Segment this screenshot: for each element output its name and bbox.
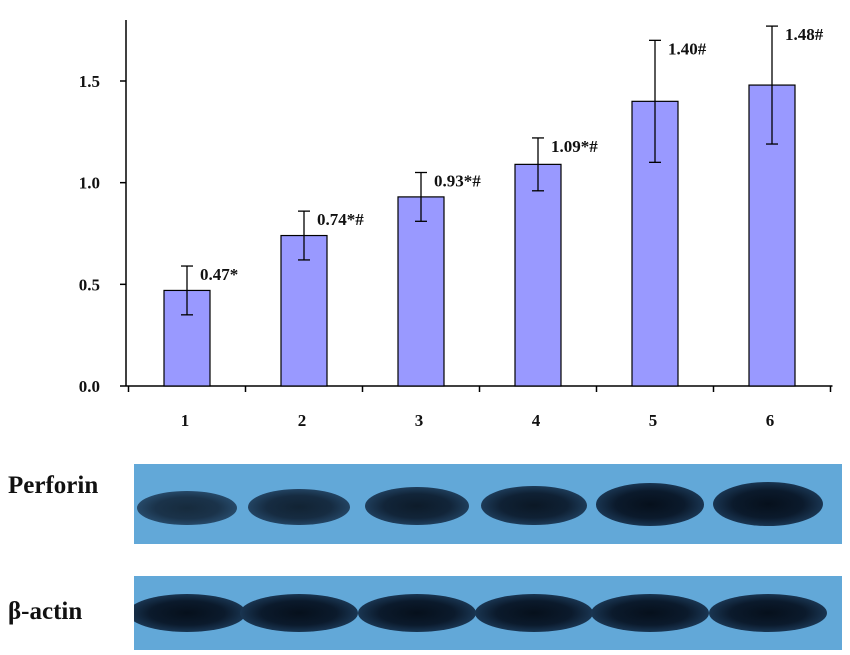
bar-chart: 0.0 0.5 1.0 1.5 0.47* 1 0.74*# 2 0.93*# 3 1.09*# 4… xyxy=(79,20,833,430)
x-tick-label: 4 xyxy=(532,411,541,430)
y-tick-label: 1.0 xyxy=(79,174,100,193)
x-tick-label: 3 xyxy=(415,411,424,430)
bar xyxy=(280,234,328,387)
y-tick-label: 0.0 xyxy=(79,377,100,396)
blot-band xyxy=(709,594,827,632)
blot-band xyxy=(365,486,469,526)
data-label: 0.93*# xyxy=(434,172,481,191)
blot-row-perforin: Perforin xyxy=(0,458,850,544)
blot-band xyxy=(240,594,358,632)
blot-label-beta-actin: β-actin xyxy=(8,598,83,625)
x-tick-label: 6 xyxy=(766,411,775,430)
blot-band xyxy=(713,482,823,526)
blot-strip-perforin xyxy=(134,464,842,544)
blot-strip-beta-actin xyxy=(134,576,842,650)
chart-labels: 0.47* 1 0.74*# 2 0.93*# 3 1.09*# 4 1.40# 5 1.48# 6 xyxy=(181,25,824,430)
blot-band xyxy=(358,594,476,632)
x-tick-label: 1 xyxy=(181,411,190,430)
data-label: 0.74*# xyxy=(317,210,364,229)
blot-label-perforin: Perforin xyxy=(8,472,99,499)
chart-bars xyxy=(163,25,796,387)
blot-band xyxy=(248,488,350,525)
data-label: 1.48# xyxy=(785,25,824,44)
y-tick-label: 1.5 xyxy=(79,72,100,91)
blot-band xyxy=(591,594,709,632)
blot-band xyxy=(595,482,705,526)
x-tick-label: 5 xyxy=(649,411,658,430)
blot-band xyxy=(137,490,237,525)
blot-band xyxy=(134,594,246,632)
y-tick-label: 0.5 xyxy=(79,275,100,294)
bar xyxy=(397,196,445,387)
x-tick-label: 2 xyxy=(298,411,307,430)
data-label: 0.47* xyxy=(200,265,238,284)
blot-row-beta-actin: β-actin xyxy=(0,570,850,650)
bar xyxy=(514,163,562,387)
data-label: 1.40# xyxy=(668,39,707,58)
blot-band xyxy=(475,594,593,632)
blot-band xyxy=(481,485,587,526)
data-label: 1.09*# xyxy=(551,137,598,156)
chart-axes: 0.0 0.5 1.0 1.5 xyxy=(79,20,833,396)
